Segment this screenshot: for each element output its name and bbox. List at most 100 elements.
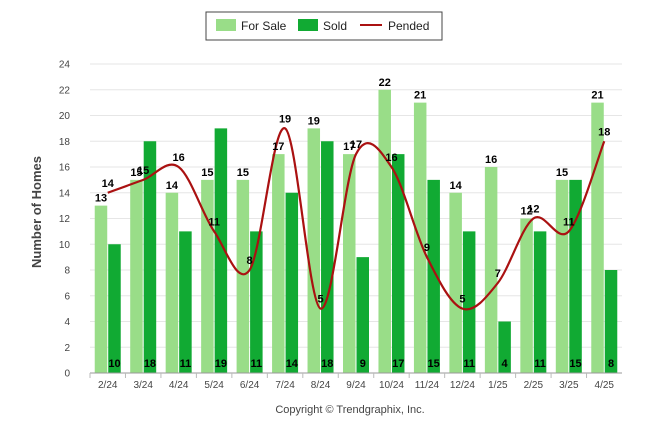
label-sold: 11 — [251, 358, 263, 370]
label-sold: 11 — [534, 358, 546, 370]
y-axis-title: Number of Homes — [29, 156, 44, 268]
legend-box — [205, 11, 443, 41]
legend-label-sold: Sold — [323, 19, 347, 33]
x-tick-label: 6/24 — [240, 380, 260, 391]
bar-sold — [108, 244, 121, 373]
bar-sold — [285, 192, 299, 373]
bar-for-sale — [378, 89, 391, 373]
bar-sold — [462, 231, 476, 373]
y-tick-label: 24 — [59, 60, 71, 71]
label-pended: 9 — [424, 242, 430, 254]
y-tick-label: 4 — [64, 317, 70, 328]
x-tick-label: 11/24 — [415, 380, 440, 391]
label-for-sale: 14 — [450, 180, 463, 192]
label-for-sale: 15 — [201, 167, 213, 179]
label-for-sale: 17 — [343, 141, 355, 153]
bar-sold — [356, 257, 369, 373]
y-tick-label: 6 — [64, 291, 70, 302]
y-tick-label: 10 — [59, 240, 71, 251]
x-tick-label: 7/24 — [275, 380, 295, 391]
label-for-sale: 14 — [166, 180, 179, 192]
label-for-sale: 15 — [556, 167, 568, 179]
bar-sold — [498, 321, 511, 373]
bar-sold — [321, 141, 334, 373]
copyright-text: Copyright © Trendgraphix, Inc. — [275, 404, 424, 416]
label-sold: 19 — [215, 358, 227, 370]
bar-sold — [250, 231, 263, 373]
x-tick-label: 1/25 — [488, 380, 508, 391]
x-tick-label: 2/24 — [98, 380, 118, 391]
y-tick-label: 8 — [64, 266, 70, 277]
bar-sold — [179, 231, 192, 373]
y-tick-label: 20 — [59, 111, 71, 122]
legend-swatch-sold — [298, 19, 318, 31]
y-tick-label: 14 — [59, 188, 71, 199]
label-pended: 11 — [563, 216, 575, 228]
label-sold: 8 — [608, 358, 614, 370]
label-for-sale: 15 — [130, 167, 142, 179]
label-for-sale: 21 — [414, 90, 426, 102]
bar-sold — [604, 270, 618, 373]
bar-for-sale — [201, 179, 214, 373]
label-for-sale: 15 — [237, 167, 249, 179]
x-tick-label: 12/24 — [450, 380, 475, 391]
bar-sold — [427, 179, 440, 373]
label-for-sale: 16 — [485, 154, 497, 166]
label-pended: 18 — [598, 126, 610, 138]
label-for-sale: 13 — [95, 193, 107, 205]
label-pended: 14 — [102, 178, 115, 190]
pended-line — [107, 127, 606, 311]
y-tick-label: 2 — [64, 343, 70, 354]
bar-sold — [143, 141, 157, 373]
label-sold: 11 — [463, 358, 475, 370]
bar-for-sale — [130, 179, 143, 373]
x-tick-label: 3/24 — [133, 380, 153, 391]
label-sold: 14 — [286, 358, 299, 370]
label-pended: 11 — [208, 216, 220, 228]
label-pended: 17 — [350, 139, 362, 151]
label-pended: 15 — [137, 165, 149, 177]
x-tick-label: 5/24 — [204, 380, 224, 391]
x-tick-label: 4/24 — [169, 380, 189, 391]
label-pended: 8 — [247, 255, 253, 267]
data-labels: 13 10 14 15 18 15 14 11 16 15 19 11 15 11 8 17 14 19 19 18 5… — [95, 77, 614, 370]
bar-for-sale — [236, 179, 250, 373]
x-tick-label: 4/25 — [595, 380, 615, 391]
x-tick-label: 8/24 — [311, 380, 331, 391]
bar-for-sale — [449, 192, 462, 373]
pended-line-path — [107, 127, 606, 311]
bar-for-sale — [94, 205, 108, 373]
legend-label-for-sale: For Sale — [241, 19, 287, 33]
label-pended: 5 — [317, 294, 323, 306]
legend-swatch-for-sale — [216, 19, 236, 31]
bar-for-sale — [165, 192, 179, 373]
label-sold: 18 — [144, 358, 156, 370]
label-for-sale: 21 — [591, 90, 603, 102]
x-tick-label: 10/24 — [379, 380, 404, 391]
bar-sold — [391, 154, 405, 373]
label-for-sale: 12 — [520, 206, 532, 218]
bar-sold — [533, 231, 547, 373]
label-sold: 9 — [360, 358, 366, 370]
y-tick-label: 12 — [59, 214, 71, 225]
label-for-sale: 22 — [379, 77, 391, 89]
y-tick-label: 16 — [59, 163, 71, 174]
bar-for-sale — [343, 154, 356, 373]
bar-for-sale — [591, 102, 604, 373]
x-tick-label: 3/25 — [559, 380, 579, 391]
label-pended: 5 — [459, 294, 465, 306]
label-sold: 15 — [428, 358, 440, 370]
bar-for-sale — [272, 154, 285, 373]
bars — [94, 89, 618, 373]
y-tick-label: 22 — [59, 85, 71, 96]
legend-label-pended: Pended — [388, 19, 429, 33]
bar-for-sale — [413, 102, 427, 373]
label-for-sale: 19 — [308, 115, 320, 127]
bar-for-sale — [307, 128, 321, 373]
label-sold: 11 — [180, 358, 192, 370]
bar-sold — [214, 128, 228, 373]
y-tick-label: 18 — [59, 137, 71, 148]
label-for-sale: 17 — [272, 141, 284, 153]
